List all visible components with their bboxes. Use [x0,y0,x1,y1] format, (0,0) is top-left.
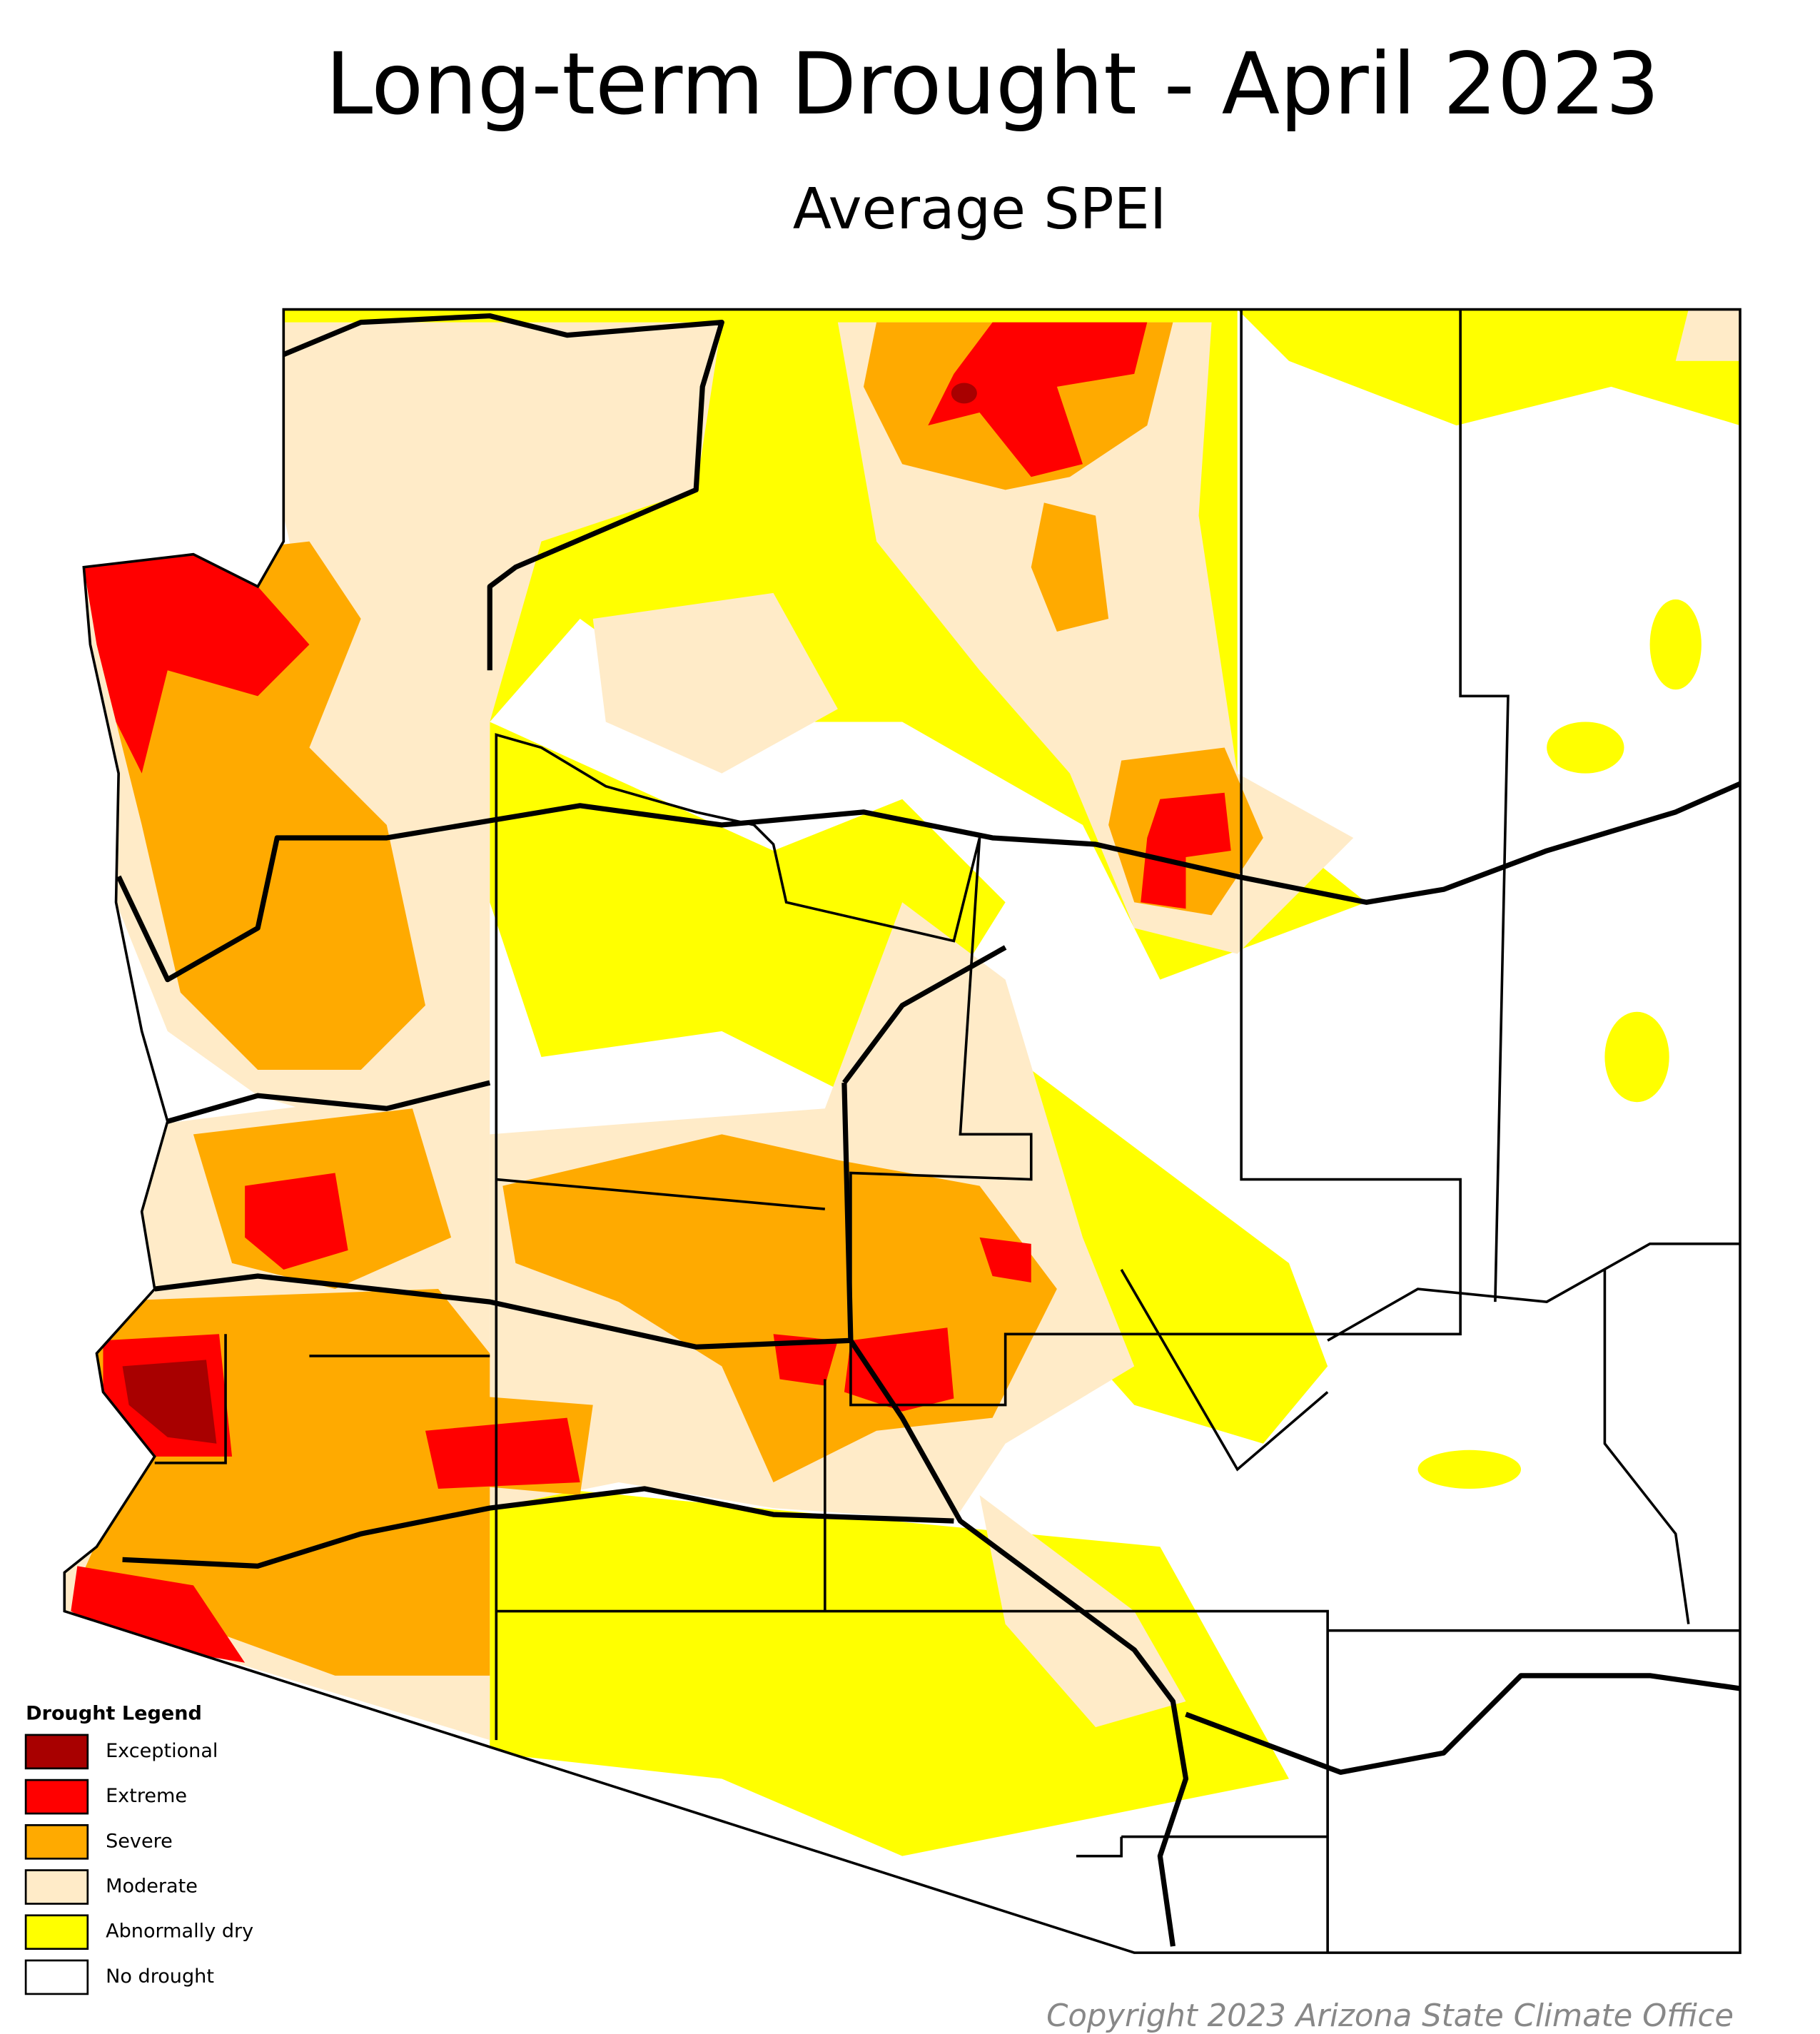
legend-swatch [24,1914,89,1950]
legend: Drought Legend Exceptional Extreme Severe M… [24,1703,253,1995]
copyright: Copyright 2023 Arizona State Climate Off… [1046,1998,1734,2034]
legend-label: No drought [106,1965,214,1988]
legend-label: Abnormally dry [106,1921,253,1943]
legend-swatch [24,1959,89,1995]
legend-swatch [24,1734,89,1770]
subtitle: Average SPEI [793,176,1167,242]
legend-title: Drought Legend [26,1703,202,1725]
legend-swatch [24,1823,89,1860]
boundaries [63,308,1741,1954]
legend-swatch [24,1779,89,1815]
legend-swatch [24,1869,89,1905]
legend-label: Exceptional [106,1740,218,1762]
legend-label: Moderate [106,1876,198,1898]
drought-areas [64,309,1741,1953]
legend-label: Extreme [106,1785,187,1807]
legend-label: Severe [106,1830,173,1852]
title: Long-term Drought - April 2023 [325,35,1659,134]
drought-area [122,383,977,1444]
